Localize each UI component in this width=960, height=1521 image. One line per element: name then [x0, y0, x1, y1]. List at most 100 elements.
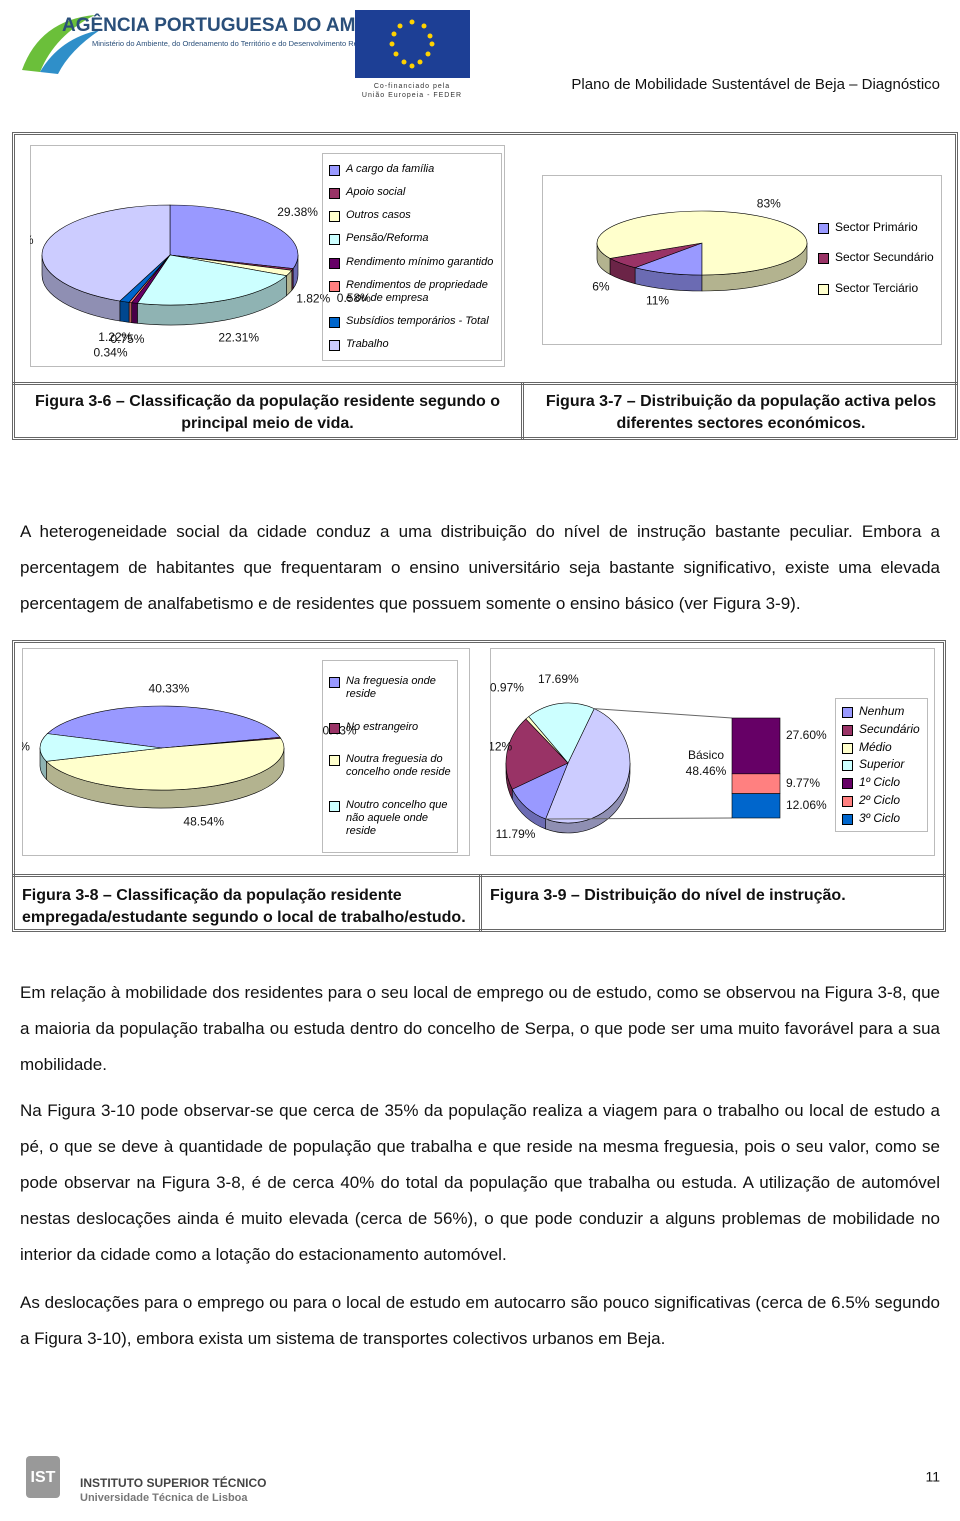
value-label: 22.31%	[218, 330, 259, 344]
legend-item: A cargo da família	[329, 163, 495, 177]
value-label: 9.77%	[786, 776, 820, 790]
legend-item: Apoio social	[329, 186, 495, 200]
legend-item: Superior	[842, 758, 921, 772]
value-label: 20.12%	[490, 740, 512, 754]
value-label: 12.06%	[786, 798, 827, 812]
value-label: 40.33%	[149, 681, 190, 695]
chart: 29.38%0.58%1.82%22.31%0.75%0.34%1.22%43.…	[30, 204, 371, 360]
legend-label: Na freguesia onde reside	[346, 674, 436, 700]
legend-item: 2º Ciclo	[842, 792, 921, 807]
legend-label: A cargo da família	[346, 163, 435, 176]
value-label: 17.69%	[538, 672, 579, 686]
pie-slice	[545, 708, 631, 824]
legend-swatch	[329, 280, 340, 292]
chart: 11.79% 20.12% 0.97% 17.69% 27.60% 9.77% 12.06%…	[490, 672, 827, 841]
value-label: 48.54%	[183, 815, 224, 829]
legend-swatch	[329, 316, 340, 328]
bar-segment	[731, 717, 781, 775]
chart: 40.33%0.43%48.54%10.70%	[22, 681, 357, 829]
legend-label: Apoio social	[346, 186, 406, 199]
legend-swatch	[818, 253, 829, 265]
pie-slice	[596, 210, 808, 276]
legend-label: Trabalho	[346, 337, 389, 350]
pie-slice	[136, 254, 288, 306]
caption: Figura 3-7 – Distribuição da população a…	[545, 393, 937, 432]
chart: 11% 6% 83%	[592, 197, 808, 307]
pie-side	[128, 302, 132, 324]
legend: A cargo da família Apoio social Outros cas…	[322, 153, 502, 361]
legend-swatch	[842, 742, 853, 754]
header: AGÊNCIA PORTUGUESA DO AMBIENTE Ministéri…	[22, 10, 940, 99]
caption: Figura 3-8 – Classificação da população …	[22, 887, 466, 926]
agency-logo	[40, 30, 100, 74]
legend-item: Noutro concelho que não aquele onde resi…	[329, 799, 451, 838]
legend-label: Médio	[859, 739, 892, 754]
legend-item: Outros casos	[329, 209, 495, 223]
legend-label: 3º Ciclo	[859, 810, 901, 825]
footer: IST INSTITUTO SUPERIOR TÉCNICO Universid…	[26, 1456, 940, 1504]
eu-text: União Europeia - FEDER	[362, 92, 462, 99]
pie-slice	[39, 733, 163, 762]
legend-label: Sector Terciário	[835, 281, 919, 296]
value-label: 83%	[757, 197, 781, 211]
value-label: 0.75%	[110, 332, 144, 346]
paragraph: Na Figura 3-10 pode observar-se que cerc…	[20, 1101, 940, 1264]
value-label: 10.70%	[22, 739, 30, 753]
document-title: Plano de Mobilidade Sustentável de Beja …	[571, 76, 940, 93]
legend-item: Nenhum	[842, 704, 921, 719]
legend-label: Pensão/Reforma	[346, 232, 429, 245]
legend-swatch	[842, 760, 853, 772]
legend-label: Nenhum	[859, 704, 905, 719]
legend-label: Subsídios temporários - Total	[346, 314, 489, 327]
legend-item: Sector Terciário	[818, 281, 938, 296]
value-label: 6%	[592, 280, 610, 294]
value-label: 27.60%	[786, 728, 827, 742]
legend-swatch	[842, 813, 853, 825]
group-label: Básico	[688, 748, 724, 762]
legend-item: Sector Secundário	[818, 251, 938, 265]
legend-label: Sector Primário	[835, 219, 918, 234]
legend-label: Noutro concelho que não aquele onde resi…	[346, 799, 448, 838]
legend-item: 1º Ciclo	[842, 775, 921, 790]
legend-item: 3º Ciclo	[842, 810, 921, 825]
legend-item: Rendimentos de propriedade e ou de empre…	[329, 279, 495, 305]
caption: Figura 3-9 – Distribuição do nível de in…	[490, 887, 846, 904]
caption: Figura 3-6 – Classificação da população …	[34, 393, 500, 432]
legend-swatch	[329, 339, 340, 351]
paragraph: Em relação à mobilidade dos residentes p…	[20, 983, 940, 1074]
legend-label: 1º Ciclo	[859, 775, 901, 790]
legend-item: Médio	[842, 739, 921, 754]
pie-side	[131, 302, 138, 324]
ist-logo-mark: IST	[31, 1469, 56, 1486]
legend-item: Pensão/Reforma	[329, 232, 495, 246]
eu-text: Co-financiado pela	[374, 83, 450, 90]
legend: Na freguesia onde reside No estrangeiro No…	[322, 660, 458, 853]
legend-swatch	[329, 257, 340, 269]
institute: INSTITUTO SUPERIOR TÉCNICO	[80, 1475, 266, 1490]
agency-logo	[22, 15, 95, 72]
value-label: 48.46%	[686, 764, 727, 778]
legend-label: 2º Ciclo	[859, 792, 901, 807]
pie-side	[119, 300, 130, 323]
rule	[479, 874, 482, 932]
connector	[545, 817, 733, 820]
legend-label: Outros casos	[346, 209, 411, 222]
legend-swatch	[329, 676, 340, 688]
ist-logo	[26, 1456, 60, 1498]
legend-swatch	[329, 722, 340, 734]
pie-slice	[41, 204, 171, 302]
legend-label: Rendimentos de propriedade e ou de empre…	[346, 278, 488, 304]
legend-swatch	[842, 778, 853, 790]
rule	[521, 382, 524, 440]
legend-swatch	[842, 725, 853, 737]
chart-frame	[542, 175, 942, 345]
bar-segment	[731, 773, 781, 794]
value-label: 1.22%	[98, 330, 132, 344]
value-label: 0.97%	[490, 681, 524, 695]
legend: Sector Primário Sector Secundário Sector T…	[812, 208, 944, 308]
pie-slice	[45, 738, 285, 791]
rule	[12, 382, 958, 385]
legend-item: Secundário	[842, 723, 921, 737]
legend-item: Trabalho	[329, 338, 495, 351]
legend-label: Rendimento mínimo garantido	[346, 255, 494, 268]
